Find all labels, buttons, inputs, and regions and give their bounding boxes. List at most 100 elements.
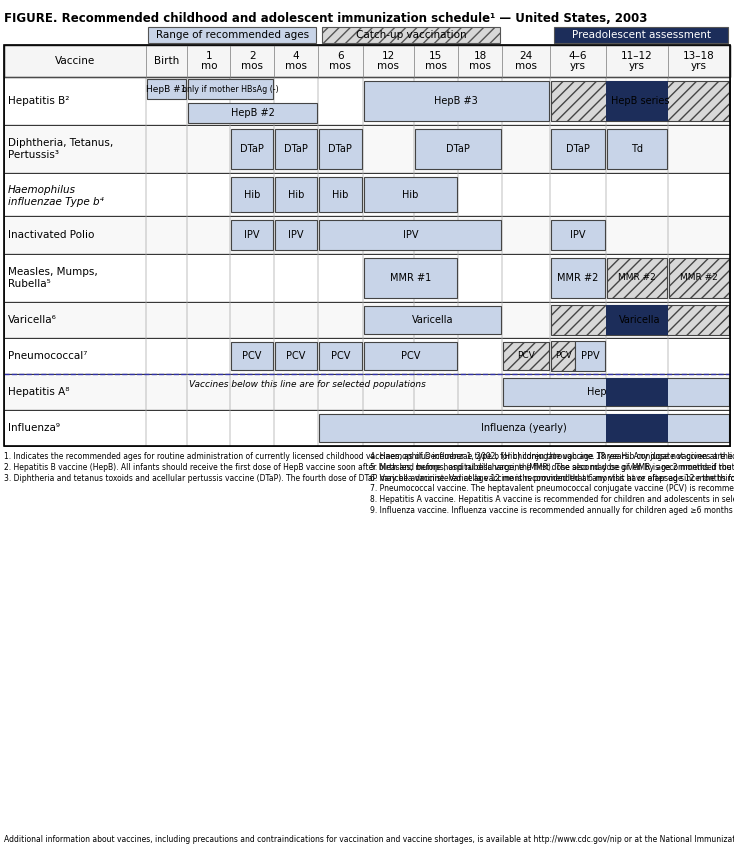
Bar: [668, 374, 730, 410]
Bar: [503, 374, 550, 410]
Bar: [274, 77, 318, 125]
Bar: [606, 216, 668, 254]
Bar: [4, 302, 146, 338]
Bar: [146, 216, 187, 254]
Text: DTaP: DTaP: [240, 144, 264, 154]
Text: 15
mos: 15 mos: [425, 51, 447, 72]
Bar: [318, 45, 363, 77]
Text: Range of recommended ages: Range of recommended ages: [156, 30, 309, 40]
Bar: [146, 410, 187, 446]
Text: Hib: Hib: [244, 190, 261, 199]
Bar: [363, 374, 414, 410]
Text: Influenza⁹: Influenza⁹: [8, 423, 60, 433]
Text: Pertussis³: Pertussis³: [8, 150, 59, 160]
Text: DTaP: DTaP: [566, 144, 590, 154]
Text: 18
mos: 18 mos: [469, 51, 491, 72]
Bar: [458, 254, 503, 302]
Bar: [504, 378, 729, 406]
Bar: [606, 45, 668, 446]
Bar: [4, 338, 146, 374]
Text: Vaccines below this line are for selected populations: Vaccines below this line are for selecte…: [189, 380, 426, 388]
Bar: [668, 125, 730, 173]
Bar: [146, 302, 187, 338]
Bar: [606, 45, 668, 77]
Bar: [550, 77, 606, 125]
Text: HepB #3: HepB #3: [435, 96, 479, 106]
Bar: [363, 306, 501, 334]
Bar: [503, 254, 550, 302]
Bar: [4, 45, 146, 77]
Bar: [363, 410, 414, 446]
Bar: [318, 216, 363, 254]
Bar: [4, 173, 146, 216]
Bar: [4, 173, 730, 216]
Text: MMR #2: MMR #2: [557, 273, 599, 283]
Text: PCV: PCV: [242, 351, 262, 361]
Bar: [318, 77, 363, 125]
Bar: [230, 302, 274, 338]
Bar: [414, 45, 458, 77]
Text: Hib: Hib: [288, 190, 304, 199]
Bar: [363, 177, 457, 212]
Text: Measles, Mumps,: Measles, Mumps,: [8, 267, 98, 277]
Bar: [363, 254, 414, 302]
Bar: [230, 254, 274, 302]
Bar: [414, 173, 458, 216]
Bar: [606, 302, 668, 338]
Text: 6
mos: 6 mos: [330, 51, 352, 72]
Bar: [503, 125, 550, 173]
Bar: [231, 129, 273, 169]
Bar: [318, 302, 363, 338]
Bar: [322, 27, 501, 43]
Text: IPV: IPV: [402, 230, 418, 240]
Bar: [274, 410, 318, 446]
Text: PCV: PCV: [401, 351, 420, 361]
Bar: [318, 374, 363, 410]
Bar: [458, 45, 503, 77]
Bar: [606, 173, 668, 216]
Text: PCV: PCV: [286, 351, 305, 361]
Bar: [551, 258, 605, 298]
Bar: [363, 258, 457, 298]
Bar: [274, 45, 318, 77]
Bar: [363, 216, 414, 254]
Bar: [363, 342, 457, 370]
Bar: [146, 254, 187, 302]
Bar: [414, 410, 458, 446]
Bar: [4, 45, 730, 77]
Bar: [607, 129, 666, 169]
Bar: [318, 338, 363, 374]
Bar: [188, 103, 317, 123]
Bar: [668, 216, 730, 254]
Bar: [606, 254, 668, 302]
Bar: [4, 125, 730, 173]
Bar: [668, 338, 730, 374]
Bar: [148, 27, 316, 43]
Text: Hepatitis A⁸: Hepatitis A⁸: [8, 387, 70, 397]
Text: MMR #2: MMR #2: [680, 274, 718, 282]
Bar: [550, 410, 606, 446]
Bar: [551, 81, 729, 121]
Bar: [414, 338, 458, 374]
Bar: [230, 125, 274, 173]
Bar: [187, 77, 230, 125]
Bar: [551, 305, 729, 335]
Text: 1
mo: 1 mo: [200, 51, 217, 72]
Text: PCV: PCV: [517, 351, 535, 361]
Text: Varicella: Varicella: [412, 315, 454, 325]
Text: Inactivated Polio: Inactivated Polio: [8, 230, 95, 240]
Bar: [230, 173, 274, 216]
Text: Hib: Hib: [333, 190, 349, 199]
Bar: [414, 216, 458, 254]
Bar: [231, 177, 273, 212]
Bar: [458, 302, 503, 338]
Bar: [363, 302, 414, 338]
Text: HepB #2: HepB #2: [230, 108, 275, 118]
Bar: [669, 258, 729, 298]
Bar: [414, 254, 458, 302]
Text: HepB series: HepB series: [611, 96, 669, 106]
Bar: [274, 254, 318, 302]
Bar: [4, 216, 146, 254]
Bar: [668, 254, 730, 302]
Bar: [4, 338, 730, 374]
